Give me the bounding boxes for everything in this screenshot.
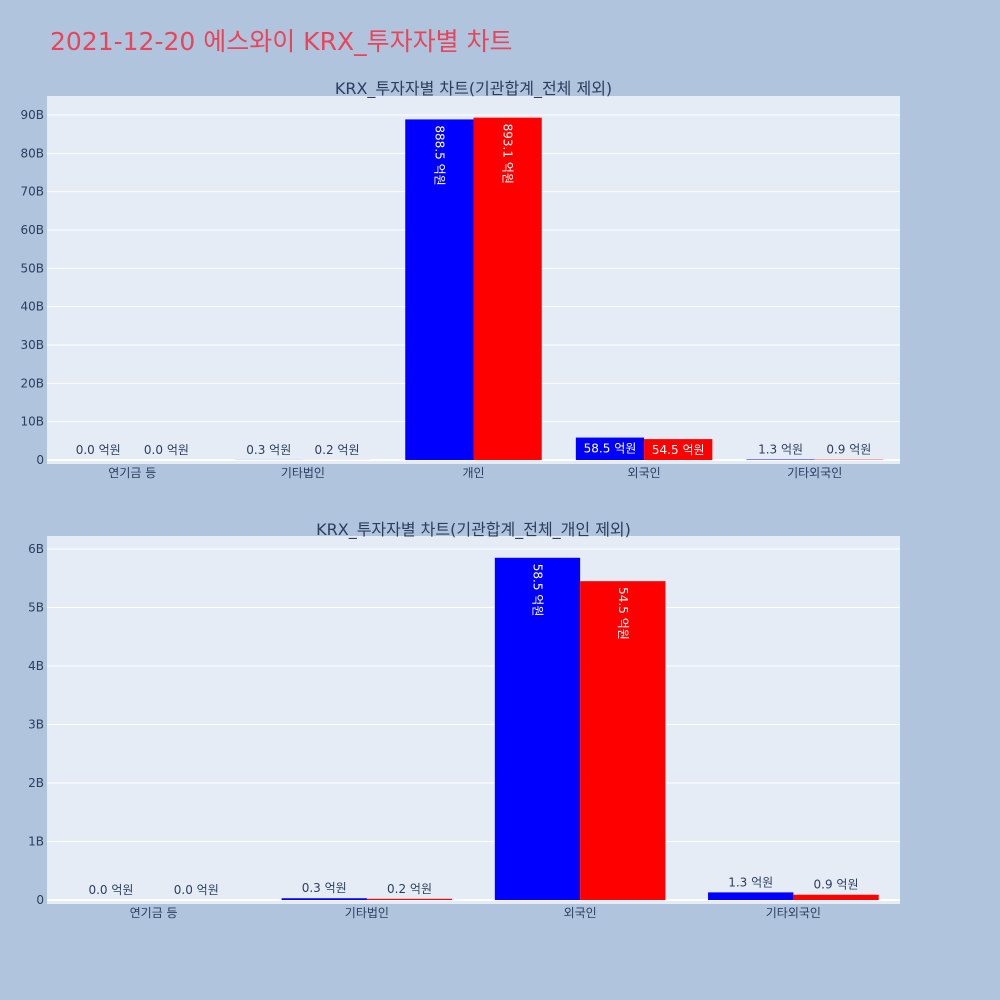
data-label: 58.5 억원 — [530, 564, 544, 617]
y-tick-label: 1B — [28, 835, 44, 849]
bar[interactable] — [793, 894, 879, 900]
x-category-label: 외국인 — [564, 906, 597, 920]
bar[interactable] — [708, 892, 794, 900]
data-label: 1.3 억원 — [728, 875, 773, 889]
chart-1: 0 10B 20B 30B 40B 50B 60B 70B 80B 90B KRX_투자자별 차트(… — [20, 79, 900, 480]
data-label: 1.3 억원 — [758, 443, 803, 457]
bar[interactable] — [575, 437, 645, 460]
x-category-label: 연기금 등 — [108, 466, 156, 480]
bar[interactable] — [644, 439, 713, 460]
data-label: 893.1 억원 — [501, 124, 515, 184]
x-category-label: 외국인 — [628, 466, 661, 480]
y-tick-label: 5B — [28, 601, 44, 615]
data-label: 0.0 억원 — [144, 443, 189, 457]
x-category-label: 개인 — [462, 466, 484, 480]
y-tick-label: 2B — [28, 776, 44, 790]
data-label: 0.0 억원 — [174, 883, 219, 897]
y-tick-label: 80B — [20, 146, 44, 160]
y-tick-label: 3B — [28, 718, 44, 732]
x-category-label: 기타법인 — [345, 906, 389, 920]
x-category-label: 기타외국인 — [766, 906, 821, 920]
y-tick-label: 30B — [20, 338, 44, 352]
bar[interactable] — [473, 117, 542, 461]
data-label: 0.0 억원 — [88, 883, 133, 897]
data-label: 0.2 억원 — [315, 443, 360, 457]
y-tick-label: 70B — [20, 185, 44, 199]
y-tick-label: 90B — [20, 108, 44, 122]
x-category-label: 연기금 등 — [130, 906, 178, 920]
y-tick-label: 60B — [20, 223, 44, 237]
data-label: 0.3 억원 — [302, 881, 347, 895]
bar[interactable] — [494, 557, 581, 900]
x-category-label: 기타법인 — [281, 466, 325, 480]
x-category-label: 기타외국인 — [787, 466, 842, 480]
data-label: 0.9 억원 — [826, 443, 871, 457]
y-tick-label: 10B — [20, 415, 44, 429]
bar[interactable] — [405, 119, 474, 461]
data-label: 58.5 억원 — [584, 442, 637, 456]
data-label: 0.2 억원 — [387, 882, 432, 896]
chart-title: KRX_투자자별 차트(기관합계_전체_개인 제외) — [316, 520, 631, 540]
data-label: 0.0 억원 — [76, 443, 121, 457]
chart-2: 0 1B 2B 3B 4B 5B 6B KRX_투자자별 차트(기관합계_전체_개인 제외) 0… — [28, 520, 900, 920]
y-tick-label: 0 — [36, 893, 44, 907]
chart-title: KRX_투자자별 차트(기관합계_전체 제외) — [335, 79, 612, 99]
data-label: 54.5 억원 — [616, 587, 630, 640]
bar[interactable] — [281, 898, 367, 900]
y-tick-label: 0 — [36, 453, 44, 467]
bar[interactable] — [580, 581, 666, 900]
data-label: 54.5 억원 — [652, 443, 705, 457]
data-label: 888.5 억원 — [432, 125, 446, 185]
y-tick-label: 6B — [28, 542, 44, 556]
page-title: 2021-12-20 에스와이 KRX_투자자별 차트 — [50, 27, 513, 56]
y-tick-label: 40B — [20, 300, 44, 314]
y-tick-label: 50B — [20, 261, 44, 275]
data-label: 0.9 억원 — [814, 878, 859, 892]
bar[interactable] — [366, 898, 453, 900]
plot-area — [47, 536, 900, 904]
y-tick-label: 20B — [20, 376, 44, 390]
data-label: 0.3 억원 — [246, 443, 291, 457]
y-tick-label: 4B — [28, 659, 44, 673]
